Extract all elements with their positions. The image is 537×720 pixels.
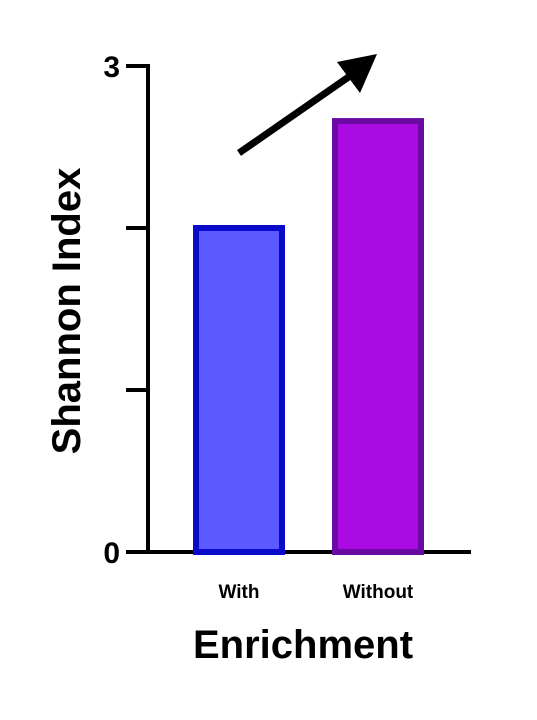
x-axis: With Without (146, 550, 471, 603)
x-tick-label: With (219, 582, 260, 603)
y-axis-title: Shannon Index (45, 168, 89, 455)
arrow-head (337, 54, 377, 93)
bars (193, 118, 424, 556)
x-tick-label: Without (343, 582, 414, 603)
bar (193, 225, 285, 555)
trend-arrow (237, 54, 377, 156)
y-tick-label: 3 (103, 51, 120, 84)
x-axis-title: Enrichment (193, 623, 413, 667)
bar (332, 118, 424, 556)
arrow-shaft (237, 73, 352, 156)
y-axis: 03 (103, 51, 150, 570)
y-tick-label: 0 (103, 537, 120, 570)
